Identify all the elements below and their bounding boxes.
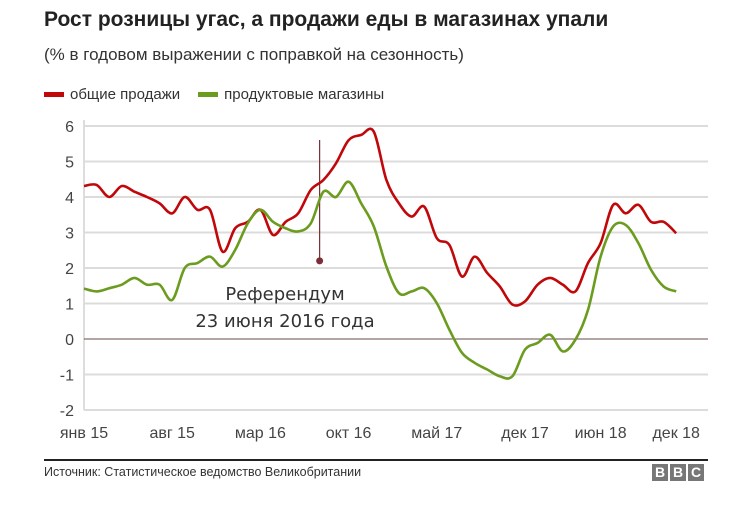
legend-item-total: общие продажи [44,86,180,103]
series-line-food-stores [83,180,677,380]
y-tick-label: 1 [65,297,74,314]
x-tick-label: июн 18 [575,425,627,442]
x-tick-label: май 17 [411,425,462,442]
y-tick-label: -2 [60,403,74,420]
footer-divider [44,459,708,461]
x-tick-label: дек 17 [501,425,549,442]
x-tick-label: дек 18 [652,425,700,442]
legend-item-food: продуктовые магазины [198,86,384,103]
y-tick-label: 5 [65,155,74,172]
legend-swatch-total [44,92,64,97]
source-note: Источник: Статистическое ведомство Велик… [44,465,362,479]
y-tick-label: 6 [65,119,74,136]
x-tick-label: мар 16 [235,425,286,442]
legend-swatch-food [198,92,219,97]
chart-subtitle: (% в годовом выражении с поправкой на се… [44,45,464,64]
referendum-date-label: 23 июня 2016 года [195,311,374,332]
y-tick-label: 4 [65,190,74,207]
y-tick-label: 2 [65,261,74,278]
legend-label-food: продуктовые магазины [224,86,385,103]
legend-label-total: общие продажи [70,86,181,103]
line-chart: 6 5 4 3 2 1 0 -1 -2 янв 15 авг 15 мар 16 окт 16 май … [60,119,708,442]
x-tick-label: янв 15 [60,425,108,442]
y-tick-label: 0 [65,332,74,349]
y-tick-label: 3 [65,226,74,243]
chart-title: Рост розницы угас, а продажи еды в магаз… [44,8,609,31]
x-tick-label: окт 16 [326,425,372,442]
legend: общие продажи продуктовые магазины [44,86,384,103]
x-tick-label: авг 15 [149,425,195,442]
referendum-label: Референдум [225,284,344,305]
series-line-total-sales [83,127,678,307]
referendum-marker-dot [316,257,324,265]
y-tick-label: -1 [60,368,74,385]
